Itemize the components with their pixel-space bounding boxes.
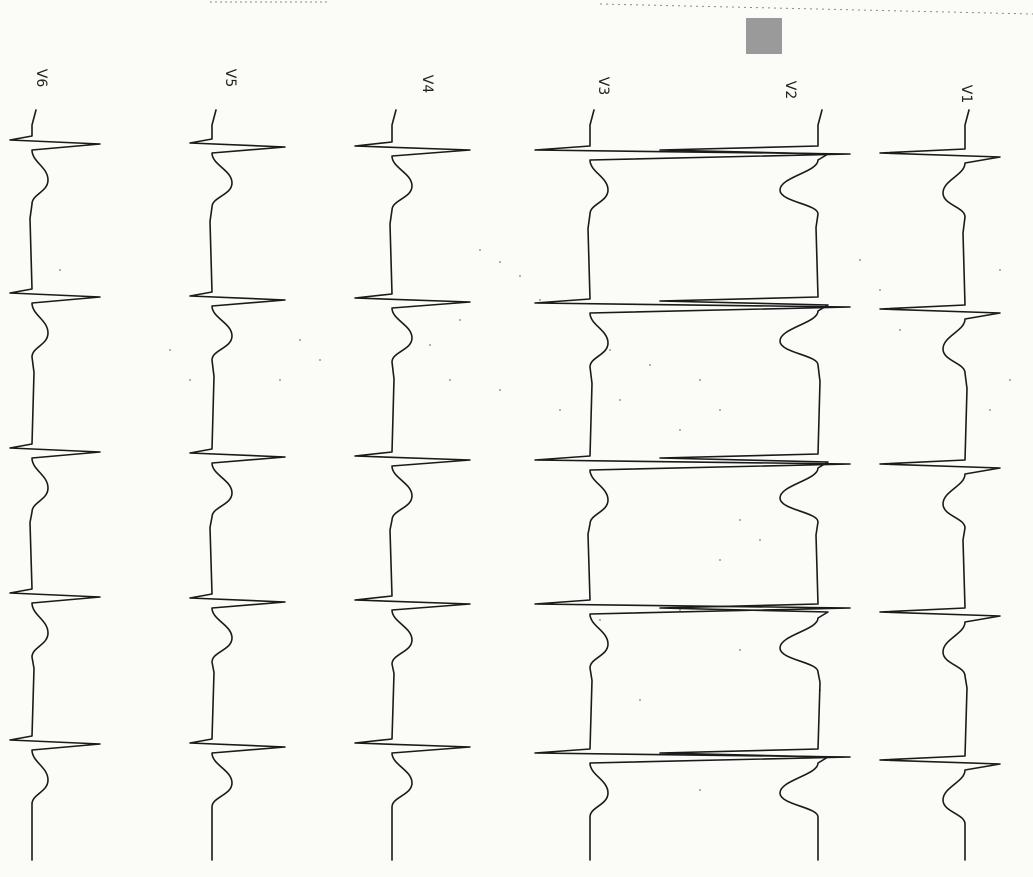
trace-v2 [659, 109, 829, 861]
calibration-marker [746, 18, 782, 54]
paper-speckles [59, 249, 1011, 791]
trace-v6 [9, 109, 101, 861]
trace-v4 [354, 109, 471, 861]
trace-v3 [534, 109, 851, 861]
trace-v5 [189, 109, 286, 861]
lead-label-v2: V2 [782, 80, 799, 100]
lead-label-v5: V5 [222, 68, 239, 88]
trace-v1 [879, 109, 1001, 861]
lead-label-v3: V3 [595, 76, 612, 96]
lead-label-v4: V4 [419, 74, 436, 94]
lead-label-v6: V6 [33, 68, 50, 88]
lead-label-v1: V1 [958, 84, 975, 104]
